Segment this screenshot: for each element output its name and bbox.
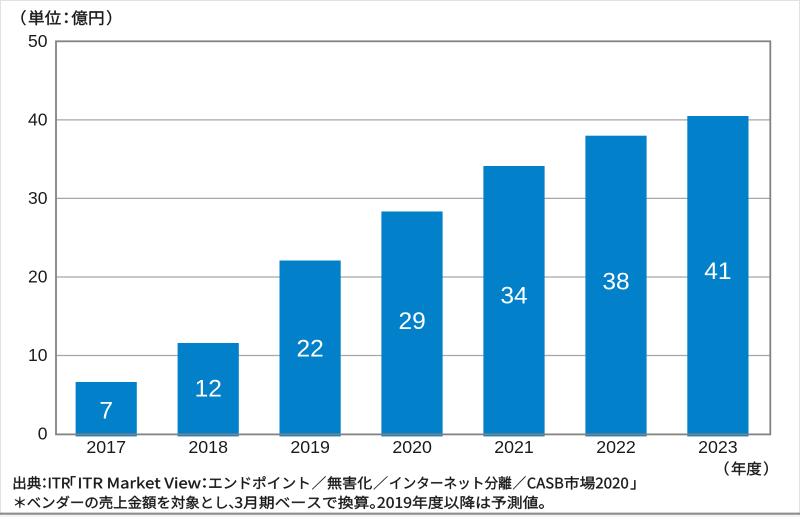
svg-text:10: 10 <box>28 345 48 365</box>
svg-text:41: 41 <box>704 258 731 285</box>
svg-text:22: 22 <box>296 335 323 362</box>
svg-text:30: 30 <box>28 188 48 208</box>
svg-text:2018: 2018 <box>188 437 228 457</box>
svg-text:12: 12 <box>195 376 222 403</box>
svg-text:34: 34 <box>500 282 527 309</box>
svg-text:40: 40 <box>28 110 48 130</box>
svg-text:20: 20 <box>28 267 48 287</box>
svg-text:7: 7 <box>99 398 113 425</box>
svg-text:50: 50 <box>28 31 48 51</box>
svg-text:2020: 2020 <box>392 437 432 457</box>
svg-text:2019: 2019 <box>290 437 330 457</box>
svg-text:2017: 2017 <box>86 437 126 457</box>
svg-text:0: 0 <box>38 424 48 444</box>
svg-text:29: 29 <box>398 308 425 335</box>
svg-text:2022: 2022 <box>596 437 636 457</box>
svg-text:38: 38 <box>602 269 629 296</box>
svg-text:2021: 2021 <box>494 437 534 457</box>
svg-text:2023: 2023 <box>698 437 738 457</box>
